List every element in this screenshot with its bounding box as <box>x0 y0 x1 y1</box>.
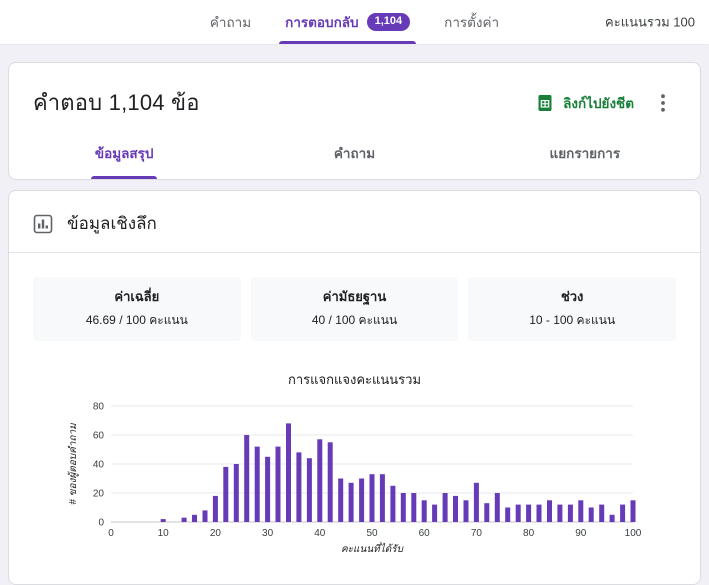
google-sheets-icon <box>538 94 552 111</box>
svg-text:40: 40 <box>92 460 104 471</box>
svg-text:70: 70 <box>470 528 482 539</box>
tab-summary-label: ข้อมูลสรุป <box>94 146 154 161</box>
svg-text:60: 60 <box>418 528 430 539</box>
tab-individual-label: แยกรายการ <box>549 146 621 161</box>
stat-median-value: 40 / 100 คะแนน <box>311 313 398 327</box>
main-content: คำตอบ 1,104 ข้อ ลิงก์ไปยังชีต <box>0 44 709 585</box>
stat-mean-label: ค่าเฉลี่ย <box>114 289 160 304</box>
link-to-sheets-button[interactable]: ลิงก์ไปยังชีต <box>536 92 634 114</box>
svg-text:90: 90 <box>575 528 587 539</box>
responses-view-tabs: ข้อมูลสรุป คำถาม แยกรายการ <box>9 130 700 179</box>
link-to-sheets-label: ลิงก์ไปยังชีต <box>563 95 634 111</box>
tab-settings[interactable]: การตั้งค่า <box>430 0 513 44</box>
more-options-button[interactable] <box>650 90 676 116</box>
top-navigation-bar: คำถาม การตอบกลับ 1,104 การตั้งค่า คะแนนร… <box>0 0 709 44</box>
svg-text:0: 0 <box>98 518 104 529</box>
svg-text:10: 10 <box>157 528 169 539</box>
svg-text:50: 50 <box>366 528 378 539</box>
score-distribution-histogram: 0 20 40 60 80 0 10 20 30 40 50 60 70 80 90 100 คะแนนที่ไ… <box>67 402 642 556</box>
tab-summary[interactable]: ข้อมูลสรุป <box>9 130 239 179</box>
svg-text:60: 60 <box>92 431 104 442</box>
svg-text:80: 80 <box>92 402 104 413</box>
svg-text:100: 100 <box>624 528 641 539</box>
insights-card: ข้อมูลเชิงลึก ค่าเฉลี่ย 46.69 / 100 คะแน… <box>8 190 701 585</box>
tab-question-label: คำถาม <box>333 146 376 161</box>
svg-text:20: 20 <box>92 489 104 500</box>
form-nav-tabs: คำถาม การตอบกลับ 1,104 การตั้งค่า <box>196 0 513 44</box>
responses-card-actions: ลิงก์ไปยังชีต <box>536 90 676 116</box>
tab-question[interactable]: คำถาม <box>239 130 469 179</box>
insights-title: ข้อมูลเชิงลึก <box>67 214 157 233</box>
chart-title: การแจกแจงคะแนนรวม <box>287 372 422 387</box>
stat-mean: ค่าเฉลี่ย 46.69 / 100 คะแนน <box>33 277 241 341</box>
responses-card-header: คำตอบ 1,104 ข้อ ลิงก์ไปยังชีต <box>9 63 700 130</box>
tab-settings-label: การตั้งค่า <box>444 15 500 30</box>
svg-text:20: 20 <box>209 528 221 539</box>
insights-header: ข้อมูลเชิงลึก <box>9 191 700 253</box>
kebab-menu-icon <box>661 93 665 112</box>
stat-range-value: 10 - 100 คะแนน <box>529 313 616 327</box>
svg-text:คะแนนที่ได้รับ: คะแนนที่ได้รับ <box>340 541 404 555</box>
stat-range: ช่วง 10 - 100 คะแนน <box>468 277 677 341</box>
stat-range-label: ช่วง <box>560 289 584 304</box>
tab-questions-label: คำถาม <box>209 15 252 30</box>
svg-text:40: 40 <box>314 528 326 539</box>
chart-area: 0 20 40 60 80 0 10 20 30 40 50 60 70 80 90 100 คะแนนที่ไ… <box>9 398 700 556</box>
score-stats-row: ค่าเฉลี่ย 46.69 / 100 คะแนน ค่ามัธยฐาน 4… <box>9 253 700 347</box>
tab-questions[interactable]: คำถาม <box>196 0 265 44</box>
responses-count-badge: 1,104 <box>366 12 411 32</box>
tab-responses[interactable]: การตอบกลับ 1,104 <box>271 0 424 44</box>
stat-median-label: ค่ามัธยฐาน <box>322 289 387 304</box>
stat-median: ค่ามัธยฐาน 40 / 100 คะแนน <box>250 277 459 341</box>
tab-individual[interactable]: แยกรายการ <box>470 130 700 179</box>
responses-card: คำตอบ 1,104 ข้อ ลิงก์ไปยังชีต <box>8 62 701 180</box>
total-score-label: คะแนนรวม 100 <box>605 14 695 30</box>
svg-text:30: 30 <box>262 528 274 539</box>
responses-title: คำตอบ 1,104 ข้อ <box>33 90 200 115</box>
svg-text:# ของผู้ตอบคำถาม: # ของผู้ตอบคำถาม <box>67 422 79 505</box>
stat-mean-value: 46.69 / 100 คะแนน <box>85 313 188 327</box>
svg-text:80: 80 <box>523 528 535 539</box>
insights-chart-icon <box>33 214 53 233</box>
tab-responses-label: การตอบกลับ <box>285 15 359 30</box>
svg-text:0: 0 <box>108 528 114 539</box>
